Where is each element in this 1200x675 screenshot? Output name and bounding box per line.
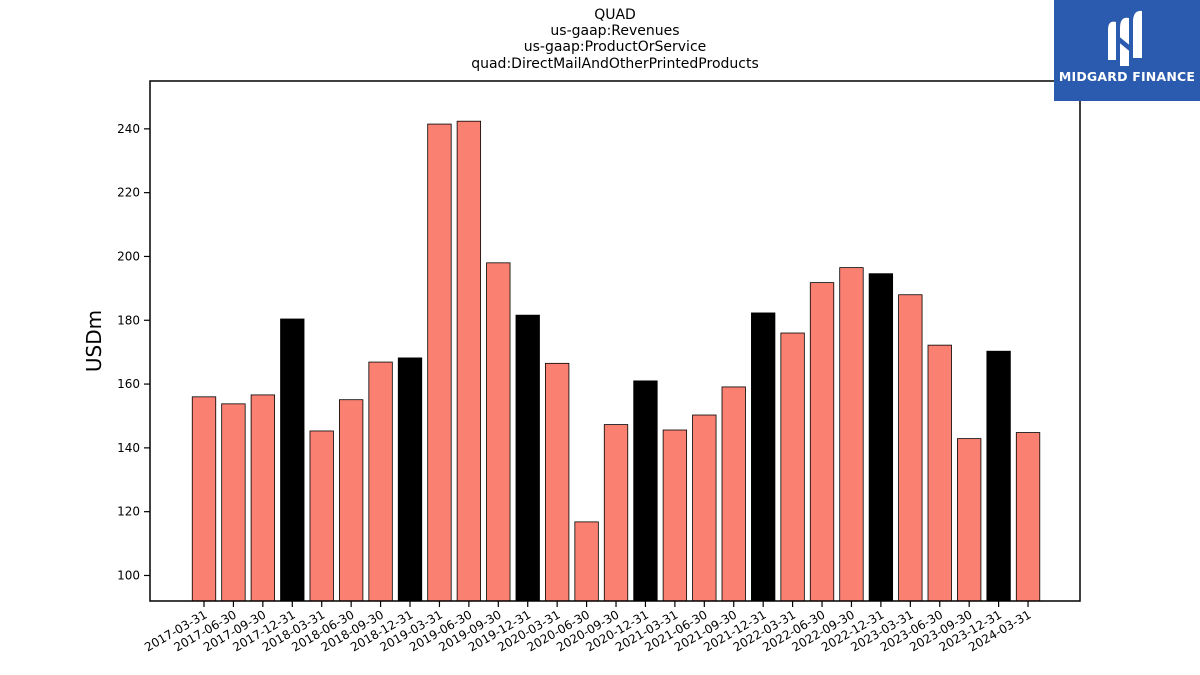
chart-title-line-4: quad:DirectMailAndOtherPrintedProducts <box>471 56 759 72</box>
bar-2018-09-30 <box>368 361 393 602</box>
bar-2018-12-31 <box>397 357 423 602</box>
bar-2023-09-30 <box>957 438 982 602</box>
y-tick-label: 160 <box>117 377 140 391</box>
y-tick-label: 120 <box>117 505 140 519</box>
x-axis-ticks: 2017-03-312017-06-302017-09-302017-12-31… <box>142 601 1034 654</box>
bar-2017-03-31 <box>191 396 217 602</box>
bar-2019-06-30 <box>456 120 482 602</box>
bar-2020-09-30 <box>603 424 629 602</box>
y-axis-label: USDm <box>82 310 106 372</box>
logo-text: MIDGARD FINANCE <box>1058 69 1196 84</box>
y-tick-label: 140 <box>117 441 140 455</box>
bar-2019-03-31 <box>427 123 452 602</box>
bar-2020-12-31 <box>633 380 658 602</box>
bar-2023-03-31 <box>898 294 923 602</box>
bar-2023-12-31 <box>986 350 1011 602</box>
bar-2021-03-31 <box>662 429 688 602</box>
bar-2017-09-30 <box>250 394 276 602</box>
bar-2020-03-31 <box>545 362 570 602</box>
bar-2019-12-31 <box>515 314 540 602</box>
bar-2022-09-30 <box>839 267 864 602</box>
bar-2018-03-31 <box>309 430 334 602</box>
chart-title-line-1: QUAD <box>594 7 636 23</box>
bar-2023-06-30 <box>927 344 952 602</box>
midgard-finance-logo: MIDGARD FINANCE <box>1054 0 1200 101</box>
chart-title-line-3: us-gaap:ProductOrService <box>523 39 707 55</box>
chart-title-line-2: us-gaap:Revenues <box>550 23 680 39</box>
y-tick-label: 100 <box>117 568 140 582</box>
bar-2020-06-30 <box>574 521 599 602</box>
bar-2017-12-31 <box>280 318 305 602</box>
bar-2022-12-31 <box>868 273 894 602</box>
bar-2021-06-30 <box>692 414 717 602</box>
plot-frame <box>149 80 1081 602</box>
bar-2017-06-30 <box>221 403 246 602</box>
y-tick-label: 220 <box>117 186 140 200</box>
y-tick-label: 200 <box>117 249 140 263</box>
y-tick-label: 180 <box>117 313 140 327</box>
midgard-logo-icon <box>1108 10 1142 66</box>
y-tick-label: 240 <box>117 122 140 136</box>
bar-2021-12-31 <box>751 312 776 602</box>
bar-2024-03-31 <box>1015 432 1041 602</box>
y-axis-ticks: 100 120 140 160 180 200 220 240 <box>117 122 150 582</box>
bar-2018-06-30 <box>338 399 364 602</box>
bar-2022-06-30 <box>809 282 835 602</box>
bar-2019-09-30 <box>486 262 511 602</box>
bar-2022-03-31 <box>780 332 805 602</box>
bar-2021-09-30 <box>721 386 746 602</box>
bars-group <box>191 120 1041 602</box>
